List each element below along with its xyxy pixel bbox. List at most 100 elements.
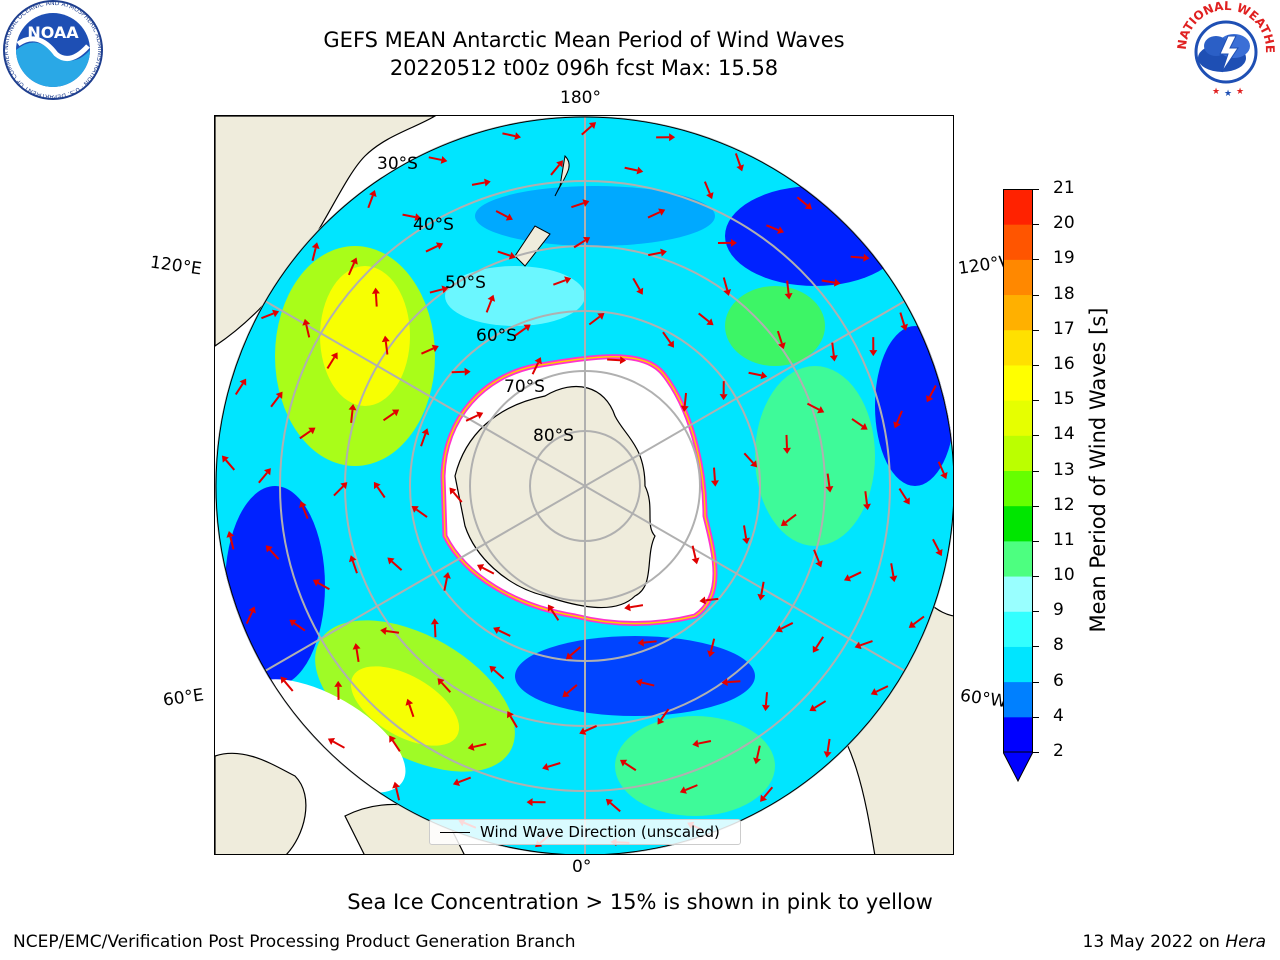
wind-arrow-head bbox=[605, 798, 613, 806]
wind-arrow-shaft bbox=[932, 538, 940, 552]
colorbar-band bbox=[1003, 646, 1033, 683]
wind-arrow-shaft bbox=[440, 681, 452, 693]
wind-arrow-shaft bbox=[509, 715, 518, 728]
wind-arrow-head bbox=[443, 572, 451, 579]
wind-arrow-head bbox=[777, 226, 785, 234]
lon-label-60e: 60°E bbox=[161, 685, 206, 711]
wind-arrow-head bbox=[760, 371, 768, 380]
colorbar-band bbox=[1003, 364, 1033, 401]
wind-arrow-head bbox=[680, 405, 689, 412]
lon-label-0: 0° bbox=[572, 857, 592, 877]
wind-arrow-shaft bbox=[662, 331, 672, 344]
wind-arrow-shaft bbox=[826, 738, 831, 752]
wind-arrow-head bbox=[391, 409, 400, 417]
wind-arrow-head bbox=[582, 199, 590, 207]
wind-arrow-head bbox=[352, 643, 361, 650]
colorbar-band bbox=[1003, 470, 1033, 507]
wind-arrow-shaft bbox=[660, 708, 670, 721]
wind-arrow-shaft bbox=[571, 202, 585, 209]
wind-arrow-shaft bbox=[710, 638, 716, 652]
wind-arrow-head bbox=[669, 133, 676, 142]
wind-arrow-head bbox=[299, 501, 307, 509]
wind-arrow-head bbox=[775, 625, 783, 633]
wind-arrow-head bbox=[311, 242, 320, 250]
wind-arrow-head bbox=[350, 257, 358, 265]
wind-arrow-head bbox=[624, 603, 631, 612]
wind-arrow-head bbox=[467, 743, 475, 751]
wind-arrow-head bbox=[308, 427, 316, 435]
wind-arrow-shaft bbox=[391, 739, 401, 752]
wind-arrow-shaft bbox=[831, 342, 835, 356]
wind-arrow-head bbox=[441, 285, 449, 294]
colorbar-tick-label: 9 bbox=[1053, 600, 1064, 621]
wind-arrow-shaft bbox=[609, 802, 621, 813]
colorbar-tick-label: 19 bbox=[1053, 248, 1075, 269]
wind-arrow-head bbox=[637, 638, 645, 647]
wind-arrow-shaft bbox=[245, 611, 254, 625]
wind-arrow-head bbox=[760, 794, 768, 802]
wind-arrow-head bbox=[908, 621, 916, 628]
wind-arrow-head bbox=[562, 690, 570, 698]
wind-arrow-head bbox=[893, 421, 901, 429]
wind-arrow-shaft bbox=[293, 622, 306, 632]
wind-arrow-shaft bbox=[734, 153, 742, 167]
wind-arrow-head bbox=[564, 276, 572, 284]
wind-arrow-shaft bbox=[261, 312, 274, 320]
lat-label-70s: 70°S bbox=[504, 377, 545, 397]
wind-arrow-shaft bbox=[813, 549, 820, 563]
wind-arrow-head bbox=[778, 342, 786, 350]
sea-ice-note: Sea Ice Concentration > 15% is shown in … bbox=[347, 890, 933, 914]
wind-arrow-head bbox=[373, 481, 381, 490]
colorbar-tick-mark bbox=[1033, 435, 1039, 437]
wind-arrow-shaft bbox=[531, 362, 540, 375]
wind-arrow-shaft bbox=[395, 787, 401, 801]
wind-arrow-head bbox=[667, 340, 674, 348]
colorbar-tick-mark bbox=[1033, 646, 1039, 648]
svg-text:★: ★ bbox=[1212, 87, 1220, 97]
svg-text:NOAA: NOAA bbox=[27, 23, 79, 42]
wind-arrow-shaft bbox=[641, 681, 655, 687]
wind-arrow-shaft bbox=[712, 467, 716, 481]
wind-arrow-head bbox=[289, 619, 297, 627]
legend-label: Wind Wave Direction (unscaled) bbox=[480, 823, 720, 841]
wind-arrow-shaft bbox=[270, 395, 280, 408]
wind-arrow-head bbox=[508, 251, 516, 260]
wind-arrow-shaft bbox=[258, 472, 268, 484]
lat-label-50s: 50°S bbox=[445, 273, 486, 293]
colorbar-tick-label: 16 bbox=[1053, 353, 1075, 374]
wind-arrow-head bbox=[753, 757, 761, 765]
lon-label-120e: 120°E bbox=[148, 252, 203, 280]
wind-arrow-head bbox=[863, 253, 870, 262]
wind-arrow-head bbox=[489, 665, 497, 673]
wind-arrow-shaft bbox=[691, 545, 697, 559]
wind-arrow-shaft bbox=[497, 250, 511, 257]
wind-arrow-head bbox=[721, 678, 728, 687]
wind-arrow-head bbox=[736, 164, 744, 172]
wind-arrow-head bbox=[823, 751, 832, 758]
wind-arrow-head bbox=[334, 680, 343, 687]
colorbar-tick-mark bbox=[1033, 681, 1039, 683]
wind-arrow-head bbox=[239, 378, 247, 386]
map-canvas: 30°S 40°S 50°S 60°S 70°S 80°S bbox=[215, 116, 953, 854]
wind-arrow-head bbox=[900, 323, 908, 331]
colorbar-tick-label: 11 bbox=[1053, 529, 1075, 550]
wind-arrow-shaft bbox=[764, 692, 768, 706]
wind-arrow-shaft bbox=[384, 341, 389, 355]
colorbar-tick-label: 2 bbox=[1053, 741, 1064, 761]
wind-arrow-head bbox=[829, 355, 838, 362]
wind-arrow-shaft bbox=[683, 392, 688, 407]
colorbar-tick-mark bbox=[1033, 364, 1039, 366]
colorbar-tick-label: 14 bbox=[1053, 424, 1075, 445]
wind-arrow-shaft bbox=[421, 347, 434, 355]
wind-arrow-head bbox=[784, 293, 793, 300]
wind-arrow-shaft bbox=[806, 402, 820, 411]
colorbar-tick-label: 17 bbox=[1053, 318, 1075, 339]
wind-arrow-head bbox=[380, 627, 387, 635]
colorbar-tick-label: 12 bbox=[1053, 494, 1075, 515]
wind-arrow-head bbox=[889, 575, 898, 583]
wind-arrow-shaft bbox=[743, 525, 748, 539]
wind-arrow-head bbox=[863, 503, 871, 511]
legend-line-symbol bbox=[440, 832, 470, 833]
wind-arrow-shaft bbox=[415, 508, 428, 518]
wind-arrow-shaft bbox=[890, 563, 895, 577]
